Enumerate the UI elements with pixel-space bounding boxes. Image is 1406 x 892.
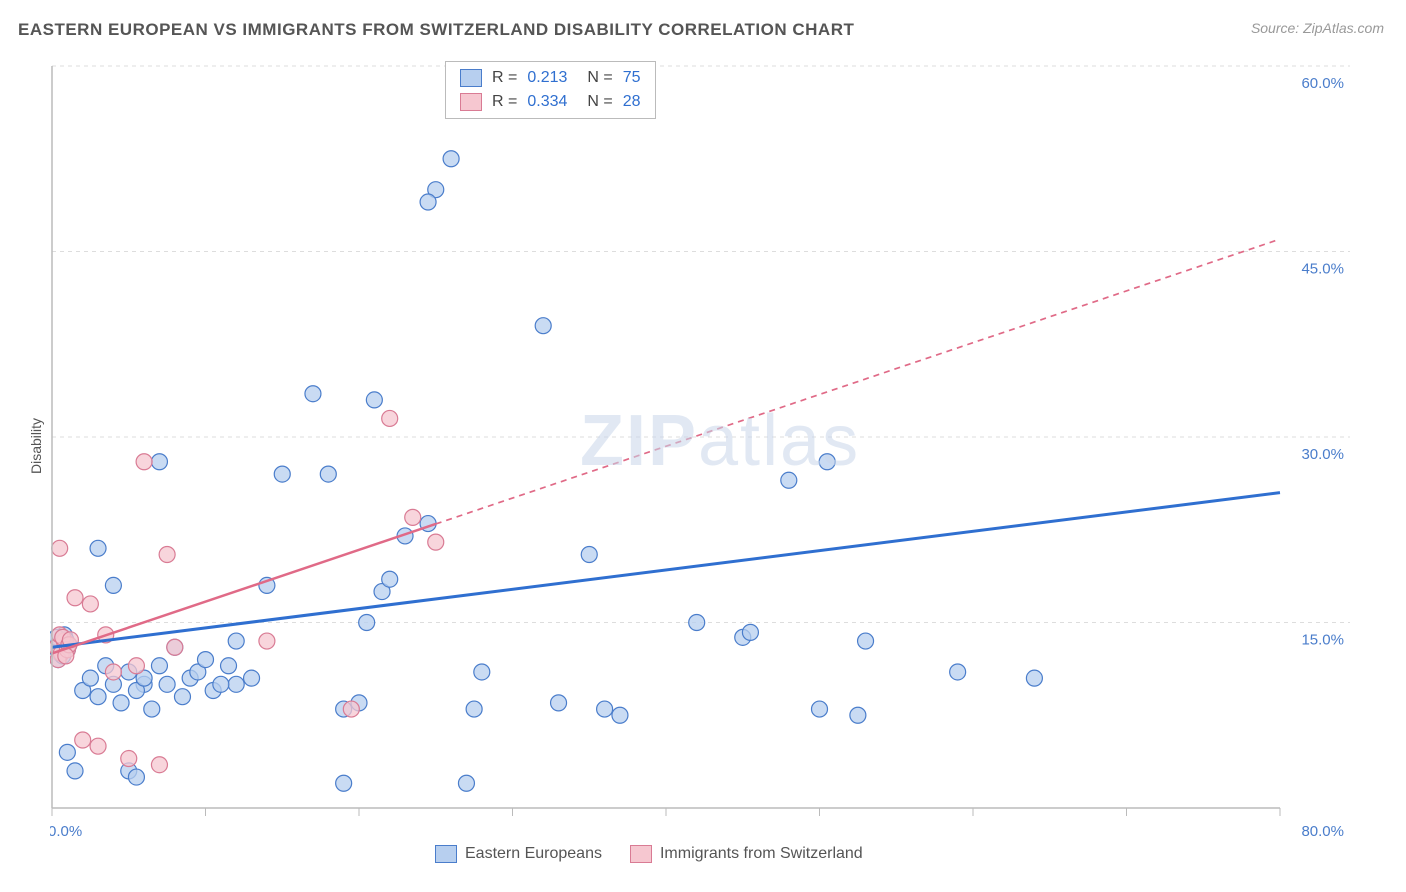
source-name: ZipAtlas.com <box>1303 20 1384 36</box>
stat-n-value: 75 <box>623 69 641 87</box>
svg-text:45.0%: 45.0% <box>1301 261 1344 278</box>
stat-r-value: 0.334 <box>527 93 567 111</box>
chart-container: EASTERN EUROPEAN VS IMMIGRANTS FROM SWIT… <box>0 0 1406 892</box>
legend-item: Immigrants from Switzerland <box>630 845 863 863</box>
legend-swatch <box>460 93 482 111</box>
source-prefix: Source: <box>1251 20 1303 36</box>
legend: Eastern Europeans Immigrants from Switzer… <box>435 845 863 863</box>
y-axis-label: Disability <box>28 418 44 474</box>
svg-text:60.0%: 60.0% <box>1301 75 1344 92</box>
svg-text:0.0%: 0.0% <box>50 823 82 840</box>
stats-row: R = 0.213 N = 75 <box>446 66 655 90</box>
stat-n-value: 28 <box>623 93 641 111</box>
correlation-stats-box: R = 0.213 N = 75 R = 0.334 N = 28 <box>445 61 656 119</box>
stat-n-label: N = <box>587 93 612 111</box>
svg-text:15.0%: 15.0% <box>1301 632 1344 649</box>
chart-title: EASTERN EUROPEAN VS IMMIGRANTS FROM SWIT… <box>18 20 854 40</box>
scatter-chart-svg: 15.0% 30.0% 45.0% 60.0% 0.0% 80.0% <box>50 60 1350 840</box>
legend-swatch <box>435 845 457 863</box>
stats-row: R = 0.334 N = 28 <box>446 90 655 114</box>
source-attribution: Source: ZipAtlas.com <box>1251 20 1384 36</box>
svg-text:80.0%: 80.0% <box>1301 823 1344 840</box>
legend-label: Eastern Europeans <box>465 845 602 863</box>
stat-r-label: R = <box>492 93 517 111</box>
legend-item: Eastern Europeans <box>435 845 602 863</box>
stat-r-value: 0.213 <box>527 69 567 87</box>
stat-n-label: N = <box>587 69 612 87</box>
legend-label: Immigrants from Switzerland <box>660 845 863 863</box>
svg-text:30.0%: 30.0% <box>1301 446 1344 463</box>
legend-swatch <box>630 845 652 863</box>
plot-area: 15.0%30.0%45.0%60.0%0.0%80.0% ZIPatlas <box>50 60 1350 840</box>
stat-r-label: R = <box>492 69 517 87</box>
legend-swatch <box>460 69 482 87</box>
